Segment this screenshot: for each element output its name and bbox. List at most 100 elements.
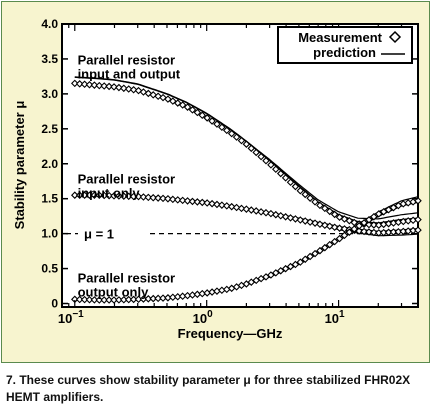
measurement-point-2-49 [311, 249, 319, 258]
measurement-point-2-63 [379, 208, 388, 216]
measurement-point-0-7 [105, 82, 113, 91]
measurement-point-1-15 [144, 193, 153, 202]
measurement-point-1-9 [115, 192, 123, 200]
measurement-point-1-20 [169, 195, 177, 204]
y-tick-label-5: 2.5 [41, 122, 58, 136]
measurement-point-0-10 [120, 84, 128, 93]
measurement-point-1-7 [105, 191, 113, 200]
measurement-point-1-37 [252, 207, 260, 215]
measurement-point-0-36 [247, 144, 256, 153]
measurement-point-0-41 [272, 165, 280, 174]
measurement-point-0-37 [252, 148, 260, 157]
measurement-point-2-1 [75, 295, 84, 304]
y-tick-label-4: 2.0 [41, 157, 58, 171]
measurement-point-0-40 [267, 161, 275, 169]
measurement-point-0-8 [110, 83, 118, 91]
measurement-point-2-56 [345, 228, 354, 236]
measurement-point-0-22 [178, 101, 187, 109]
measurement-point-2-42 [276, 267, 285, 275]
plot-area [61, 23, 419, 308]
figure-caption: 7. These curves show stability parameter… [6, 373, 411, 404]
measurement-point-0-19 [164, 95, 172, 103]
measurement-point-1-4 [90, 191, 99, 199]
measurement-point-2-43 [281, 264, 290, 273]
measurement-point-1-26 [198, 198, 207, 207]
y-tick-label-1: 0.5 [41, 262, 58, 276]
measurement-point-1-16 [149, 193, 158, 202]
annotation-1-line-1: input only [78, 185, 141, 200]
y-tick-label-8: 4.0 [41, 17, 58, 31]
measurement-point-1-6 [100, 191, 108, 200]
measurement-point-0-56 [345, 216, 354, 225]
measurement-point-2-2 [80, 295, 89, 304]
measurement-point-1-58 [355, 227, 363, 235]
measurement-point-2-3 [85, 295, 94, 304]
measurement-point-2-53 [330, 237, 339, 246]
measurement-point-1-28 [208, 199, 216, 208]
measurement-point-1-50 [316, 220, 324, 228]
measurement-point-1-31 [223, 202, 231, 210]
measurement-point-0-43 [281, 174, 290, 182]
figure-panel: μ = 1 0 0.5 1.0 1.5 2.0 2.5 3.0 3.5 4.0 10−1 100 1… [1, 1, 430, 363]
measurement-point-0-35 [242, 140, 251, 148]
measurement-point-1-11 [124, 192, 133, 201]
measurement-point-1-61 [370, 228, 378, 237]
measurement-point-0-1 [75, 80, 84, 88]
measurement-point-2-46 [296, 258, 305, 266]
measurement-point-0-5 [95, 81, 104, 90]
measurement-point-0-50 [316, 201, 324, 210]
annotation-0-line-1: input and output [78, 67, 181, 82]
measurement-point-0-28 [208, 117, 216, 125]
measurement-point-1-42 [276, 211, 285, 220]
annotation-2-line-1: output only [78, 285, 150, 300]
measurement-point-1-53 [330, 223, 339, 232]
y-tick-label-2: 1.0 [41, 227, 58, 241]
measurement-point-1-25 [193, 198, 202, 206]
measurement-point-1-18 [159, 194, 167, 203]
measurement-point-2-41 [272, 269, 280, 277]
measurement-point-1-52 [325, 222, 334, 231]
measurement-point-2-58 [355, 222, 363, 230]
measurement-point-2-65 [389, 203, 398, 212]
measurement-point-1-34 [237, 204, 246, 213]
measurement-point-1-36 [247, 206, 256, 214]
measurement-point-1-24 [188, 197, 197, 206]
measurement-point-0-9 [115, 83, 123, 92]
measurement-point-0-46 [296, 186, 305, 195]
measurement-point-1-19 [164, 195, 172, 203]
measurement-point-2-64 [384, 205, 393, 214]
measurement-point-2-48 [306, 252, 314, 261]
measurement-point-0-38 [257, 152, 265, 161]
measurement-point-0-29 [213, 120, 221, 128]
measurement-point-1-23 [183, 197, 192, 205]
measurement-point-0-0 [71, 79, 79, 88]
y-tick-label-0: 0 [51, 297, 58, 311]
measurement-point-1-54 [335, 224, 344, 232]
annotation-0-line-0: Parallel resistor [78, 53, 176, 68]
measurement-point-1-44 [286, 214, 295, 222]
measurement-point-2-44 [286, 262, 295, 271]
measurement-point-1-21 [173, 196, 182, 204]
measurement-point-1-14 [139, 193, 148, 201]
measurement-point-2-61 [370, 213, 378, 221]
measurement-point-0-33 [232, 133, 241, 141]
measurement-point-2-5 [95, 296, 104, 304]
measurement-point-1-43 [281, 213, 290, 221]
stability-chart: μ = 1 0 0.5 1.0 1.5 2.0 2.5 3.0 3.5 4.0 10−1 100 1… [12, 17, 422, 341]
measurement-point-0-31 [223, 126, 231, 135]
measurement-point-1-46 [296, 216, 305, 224]
legend-diamond-icon [388, 30, 402, 44]
y-tick-label-7: 3.5 [41, 52, 58, 66]
measurement-point-0-42 [276, 169, 285, 178]
y-tick-label-3: 1.5 [41, 192, 58, 206]
measurement-point-0-24 [188, 106, 197, 114]
x-axis-label: Frequency—GHz [178, 326, 283, 341]
measurement-point-2-40 [267, 271, 275, 279]
measurement-point-1-30 [218, 201, 226, 209]
measurement-point-2-51 [321, 243, 329, 252]
measurement-point-2-50 [316, 246, 324, 255]
annotation-2-line-0: Parallel resistor [78, 271, 176, 286]
measurement-point-0-12 [129, 85, 138, 94]
measurement-point-2-4 [90, 296, 99, 304]
measurement-point-1-38 [257, 208, 265, 216]
